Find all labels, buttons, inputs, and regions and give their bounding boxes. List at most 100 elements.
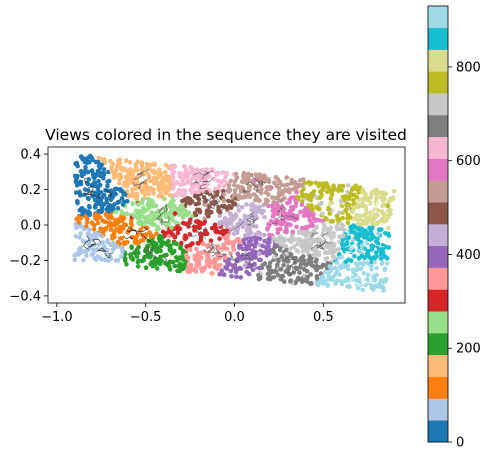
scatter-point	[212, 261, 218, 267]
scatter-point	[330, 254, 336, 260]
scatter-point	[115, 239, 121, 245]
scatter-point	[228, 178, 233, 184]
scatter-point	[110, 233, 115, 239]
scatter-point	[297, 270, 302, 275]
scatter-point	[77, 189, 82, 195]
scatter-point	[93, 212, 99, 217]
plot-area: −1.0 −0.5 0.0 0.5 −0.4 −0.2 0.0 0.2 0.4	[9, 146, 406, 325]
scatter-point	[314, 257, 319, 263]
colorbar-band	[428, 27, 448, 50]
scatter-point	[192, 228, 197, 233]
scatter-point	[141, 222, 147, 227]
scatter-point	[155, 247, 161, 252]
scatter-point	[159, 242, 164, 247]
scatter-point	[369, 225, 375, 231]
scatter-point	[121, 167, 126, 173]
scatter-point	[282, 236, 287, 242]
scatter-point	[118, 229, 123, 234]
scatter-point	[297, 236, 302, 242]
scatter-point	[275, 227, 281, 232]
scatter-point	[201, 221, 207, 226]
scatter-point	[129, 187, 135, 192]
scatter-point	[170, 171, 176, 177]
scatter-point	[257, 198, 262, 203]
scatter-point	[164, 242, 170, 247]
scatter-point	[391, 188, 397, 194]
scatter-point	[72, 257, 78, 263]
scatter-point	[97, 255, 103, 261]
scatter-point	[170, 186, 176, 191]
scatter-point	[156, 193, 162, 199]
scatter-point	[196, 201, 202, 206]
scatter-point	[138, 213, 143, 218]
scatter-point	[142, 184, 147, 190]
scatter-point	[280, 197, 286, 202]
scatter-point	[84, 160, 90, 166]
scatter-point	[162, 260, 168, 266]
scatter-point	[300, 248, 306, 254]
scatter-point	[175, 190, 180, 196]
scatter-point	[161, 182, 167, 188]
scatter-point	[236, 208, 241, 213]
scatter-point	[116, 160, 122, 165]
scatter-point	[85, 181, 91, 187]
scatter-point	[135, 264, 141, 269]
scatter-point	[127, 171, 132, 177]
traversal-path	[216, 250, 227, 258]
scatter-point	[86, 203, 92, 209]
scatter-point	[352, 205, 357, 210]
scatter-point	[334, 213, 340, 219]
scatter-point	[136, 250, 141, 256]
scatter-point	[156, 169, 161, 174]
scatter-point	[234, 175, 240, 180]
scatter-point	[280, 211, 285, 217]
traversal-path	[207, 246, 213, 253]
traversal-path	[318, 232, 328, 248]
scatter-point	[258, 257, 263, 263]
scatter-point	[297, 183, 303, 189]
scatter-point	[336, 210, 342, 215]
scatter-point	[209, 260, 214, 265]
scatter-point	[252, 244, 258, 249]
scatter-point	[217, 183, 222, 189]
scatter-point	[346, 235, 352, 241]
scatter-point	[92, 223, 97, 228]
scatter-point	[92, 197, 98, 203]
scatter-point	[341, 233, 346, 238]
scatter-point	[232, 201, 238, 207]
scatter-point	[309, 281, 314, 287]
traversal-path	[349, 282, 361, 288]
colorbar-band	[428, 354, 448, 377]
traversal-path	[126, 225, 135, 234]
scatter-point	[233, 171, 239, 177]
traversal-path	[157, 211, 164, 224]
colorbar-band	[428, 311, 448, 334]
scatter-point	[188, 247, 193, 252]
colorbar: 0 200 400 600 800	[427, 5, 481, 451]
scatter-point	[299, 277, 305, 283]
scatter-point	[379, 191, 384, 197]
scatter-point	[83, 164, 88, 170]
scatter-point	[320, 231, 326, 237]
scatter-point	[130, 257, 136, 262]
scatter-point	[180, 178, 185, 183]
scatter-point	[277, 247, 283, 253]
scatter-point	[146, 196, 151, 202]
scatter-point	[146, 191, 152, 197]
scatter-point	[153, 215, 159, 221]
scatter-point	[127, 160, 133, 165]
scatter-point	[77, 220, 82, 225]
scatter-point	[95, 220, 101, 226]
scatter-point	[146, 173, 152, 179]
y-tick-label: 0.4	[20, 148, 41, 163]
scatter-point	[364, 251, 370, 256]
scatter-point	[155, 175, 160, 180]
scatter-point	[143, 265, 149, 271]
scatter-point	[93, 248, 98, 254]
scatter-point	[123, 158, 129, 163]
scatter-point	[89, 233, 94, 239]
scatter-point	[246, 271, 252, 277]
x-tick-label: 0.5	[313, 310, 334, 325]
scatter-point	[231, 245, 236, 251]
scatter-point	[271, 274, 277, 280]
